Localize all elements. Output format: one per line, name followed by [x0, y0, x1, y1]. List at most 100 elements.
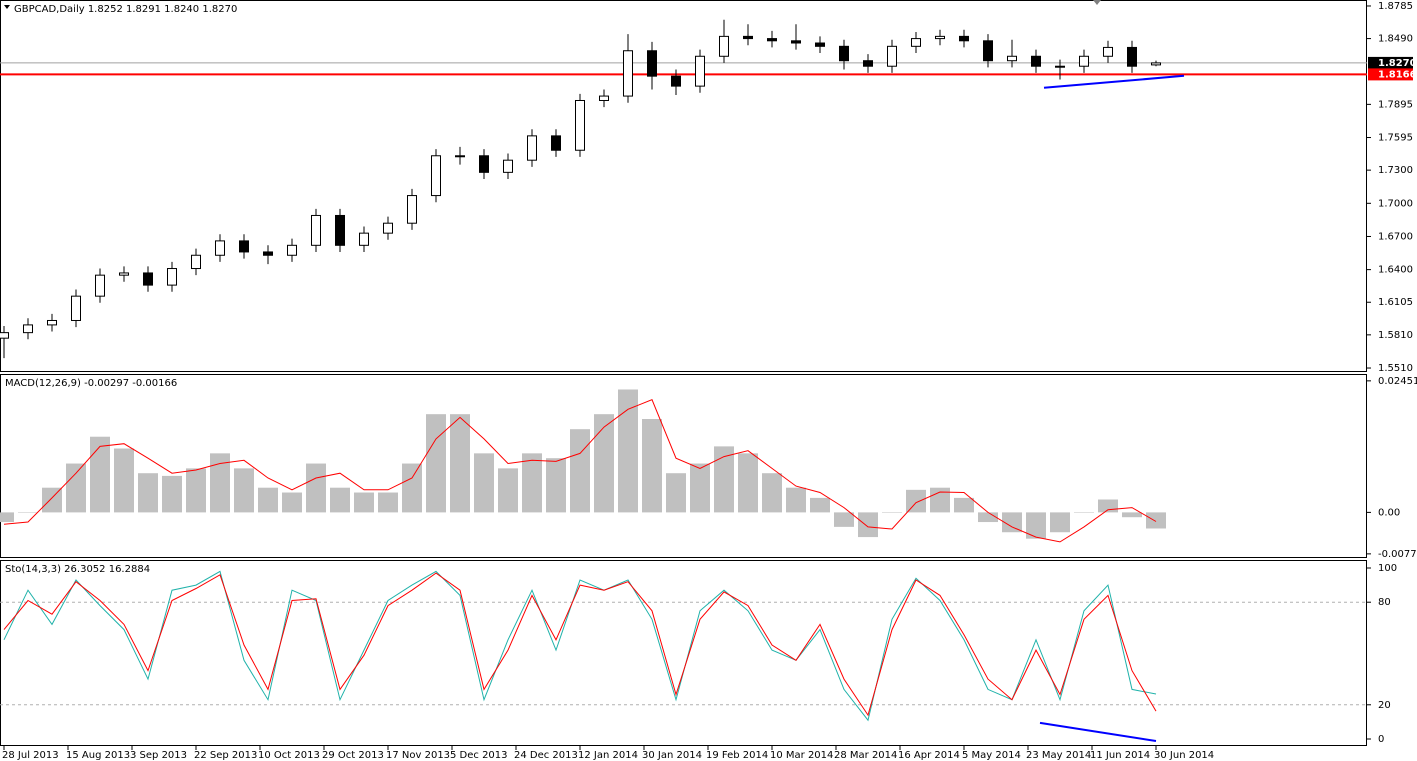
candle-body	[191, 254, 201, 270]
histogram-bar	[666, 473, 686, 513]
histogram-bar	[522, 453, 542, 513]
candle-body	[479, 155, 489, 173]
candle-body	[287, 244, 297, 256]
histogram-bar	[1026, 512, 1046, 539]
candle-body	[47, 319, 57, 326]
shift-marker	[1093, 0, 1101, 5]
x-tick-label: 22 Sep 2013	[194, 750, 257, 761]
histogram-bar	[906, 489, 926, 513]
signal-line	[3, 399, 1157, 543]
x-tick-label: 10 Oct 2013	[258, 750, 320, 761]
y-tick-label: 1.8490	[1378, 34, 1413, 45]
histogram-bar	[162, 475, 182, 513]
histogram-bar	[258, 487, 278, 513]
y-tick-label: 80	[1378, 597, 1391, 608]
histogram-bar	[810, 497, 830, 513]
candle-body	[719, 35, 729, 57]
histogram-bar	[498, 468, 518, 513]
histogram-bar	[1002, 512, 1022, 533]
x-tick-label: 15 Aug 2013	[66, 750, 130, 761]
y-tick-label: 1.6400	[1378, 265, 1413, 276]
candle-body	[1007, 55, 1017, 62]
y-tick-label: 1.7000	[1378, 198, 1413, 209]
histogram-bar	[474, 453, 494, 513]
candle-body	[143, 272, 153, 286]
candle-body	[887, 45, 897, 67]
candle-body	[743, 35, 753, 40]
x-tick-label: 23 May 2014	[1026, 750, 1091, 761]
y-tick-label: 0.00	[1378, 507, 1400, 518]
price-label-box	[1368, 56, 1413, 69]
candle-body	[623, 50, 633, 97]
x-tick-label: 19 Feb 2014	[706, 750, 768, 761]
candle-body	[359, 232, 369, 246]
histogram-bar	[978, 512, 998, 523]
candle-body	[839, 45, 849, 62]
candle-body	[671, 75, 681, 87]
histogram-bar	[1146, 512, 1166, 529]
candle-body	[911, 38, 921, 47]
panel-title: GBPCAD,Daily 1.8252 1.8291 1.8240 1.8270	[14, 4, 237, 15]
y-tick-label: 100	[1378, 563, 1397, 574]
menu-arrow	[4, 5, 10, 9]
x-tick-label: 16 Apr 2014	[898, 750, 960, 761]
x-tick-label: 28 Jul 2013	[2, 750, 59, 761]
series-line	[3, 570, 1157, 722]
histogram-bar	[954, 497, 974, 513]
candle-body	[335, 214, 345, 246]
price-label: 1.8166	[1378, 69, 1417, 80]
histogram-bar	[930, 487, 950, 513]
histogram-bar	[882, 512, 902, 513]
histogram-bar	[18, 512, 38, 513]
y-tick-label: 1.5810	[1378, 330, 1413, 341]
histogram-bar	[90, 436, 110, 513]
candle-body	[383, 222, 393, 234]
candle-body	[407, 195, 417, 224]
histogram-bar	[378, 492, 398, 513]
x-tick-label: 28 Mar 2014	[834, 750, 897, 761]
candle-body	[863, 60, 873, 67]
y-tick-label: 1.6105	[1378, 297, 1413, 308]
candle-body	[647, 50, 657, 77]
y-tick-label: 1.8785	[1378, 1, 1413, 12]
candle-body	[1031, 55, 1041, 67]
x-tick-label: 5 Dec 2013	[450, 750, 508, 761]
price-label: 1.8270	[1378, 58, 1417, 69]
x-tick-label: 29 Oct 2013	[322, 750, 384, 761]
y-tick-label: 20	[1378, 700, 1391, 711]
histogram-bar	[282, 492, 302, 513]
candle-body	[215, 240, 225, 256]
x-tick-label: 10 Mar 2014	[770, 750, 833, 761]
x-tick-label: 5 May 2014	[962, 750, 1021, 761]
histogram-bar	[354, 492, 374, 513]
panel-title: MACD(12,26,9) -0.00297 -0.00166	[5, 378, 177, 389]
histogram-bar	[450, 414, 470, 513]
candle-body	[551, 135, 561, 151]
candle-body	[311, 214, 321, 246]
trendline	[1043, 74, 1185, 89]
histogram-bar	[42, 487, 62, 513]
candle-body	[1103, 46, 1113, 57]
histogram-bar	[786, 487, 806, 513]
candle-body	[0, 332, 9, 339]
candle-body	[1127, 46, 1137, 67]
candle-body	[599, 95, 609, 101]
x-tick-label: 12 Jan 2014	[578, 750, 638, 761]
histogram-bar	[762, 473, 782, 513]
candle-body	[23, 324, 33, 334]
histogram-bar	[738, 453, 758, 513]
histogram-bar	[618, 389, 638, 513]
price-label-box	[1368, 68, 1413, 81]
histogram-bar	[114, 448, 134, 513]
histogram-bar	[426, 414, 446, 513]
x-tick-label: 30 Jun 2014	[1154, 750, 1214, 761]
candle-body	[527, 135, 537, 161]
x-tick-label: 11 Jun 2014	[1090, 750, 1150, 761]
histogram-bar	[186, 468, 206, 513]
y-tick-label: 1.7300	[1378, 165, 1413, 176]
histogram-bar	[210, 453, 230, 513]
candle-body	[815, 42, 825, 47]
histogram-bar	[834, 512, 854, 527]
candle-body	[983, 40, 993, 62]
